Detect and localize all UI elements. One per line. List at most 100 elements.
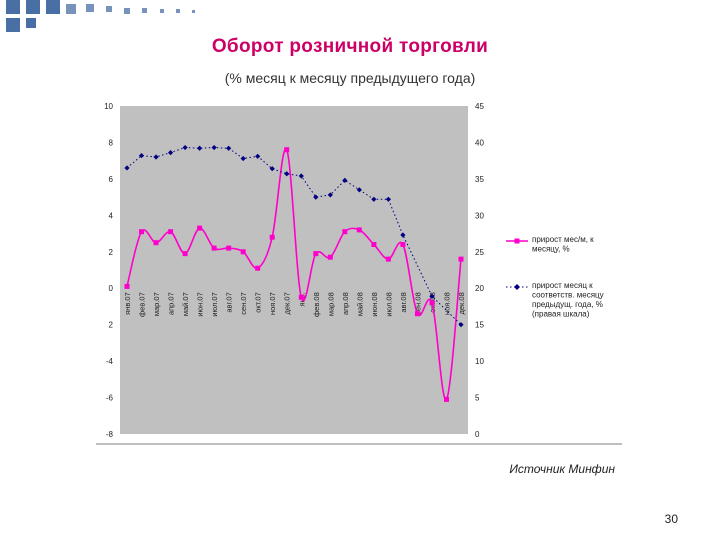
x-tick-label: июл.07: [210, 292, 219, 316]
y-right-tick-label: 0: [475, 430, 480, 439]
series-left-point: [298, 294, 304, 300]
y-right-tick-label: 25: [475, 248, 484, 257]
series-right-point: [356, 187, 362, 193]
x-tick-label: мар.07: [152, 292, 161, 316]
series-right-point: [298, 173, 304, 179]
series-right-point: [371, 196, 377, 202]
y-right-tick-label: 20: [475, 284, 484, 293]
series-left-point: [226, 245, 232, 251]
series-right-point: [138, 152, 145, 159]
series-left-point: [371, 242, 377, 247]
series-right-point: [255, 153, 261, 159]
deco-square: [26, 0, 40, 14]
decorative-squares: [6, 0, 195, 32]
deco-square: [6, 18, 20, 32]
x-tick-label: авг.08: [399, 292, 408, 312]
series-right-line: [126, 146, 462, 326]
legend-marker-left: [514, 238, 520, 244]
series-left-point: [182, 251, 188, 257]
y-left-tick-label: 6: [109, 175, 114, 184]
series-right-point: [269, 166, 275, 172]
y-left-tick-label: -6: [106, 394, 114, 403]
x-tick-label: дек.08: [457, 292, 466, 314]
deco-square: [26, 18, 36, 28]
series-left-point: [400, 242, 406, 247]
series-right-point: [240, 155, 246, 162]
slide-subtitle: (% месяц к месяцу предыдущего года): [224, 70, 476, 86]
legend-label-left: прирост мес/м, к месяцу, %: [532, 235, 594, 254]
slide-title: Оборот розничной торговли: [211, 36, 489, 57]
series-right-point: [327, 192, 333, 198]
y-right-tick-label: 35: [475, 175, 484, 184]
y-left-tick-label: -8: [106, 430, 114, 439]
plot-area: [120, 106, 468, 434]
series-right-point: [226, 145, 232, 151]
series-right-point: [167, 150, 174, 156]
series-right-point: [284, 171, 290, 177]
deco-square: [142, 8, 147, 13]
series-left-point: [168, 229, 174, 235]
x-tick-label: июн.07: [196, 292, 205, 316]
series-left-point: [356, 227, 362, 233]
series-right-point: [400, 232, 406, 238]
series-right-point: [153, 154, 159, 160]
series-left-point: [414, 311, 420, 317]
series-left-point: [385, 256, 391, 262]
series-left-point: [211, 245, 217, 251]
x-tick-label: апр.08: [341, 292, 350, 315]
y-right-tick-label: 10: [475, 357, 484, 366]
series-right-point: [385, 196, 391, 202]
series-left-point: [313, 251, 319, 257]
y-left-tick-label: 2: [109, 321, 114, 330]
deco-square: [124, 8, 130, 14]
x-tick-label: янв.07: [123, 292, 132, 315]
series-left-point: [342, 229, 348, 235]
source-note: Источник Минфин: [509, 462, 615, 476]
deco-square: [6, 0, 20, 14]
x-tick-label: май.07: [181, 292, 190, 316]
x-tick-label: ноя.08: [442, 292, 451, 315]
legend: прирост мес/м, к месяцу, % прирост месяц …: [506, 235, 604, 319]
series-left-point: [255, 265, 261, 271]
deco-square: [176, 9, 180, 13]
deco-square: [192, 10, 195, 13]
y-left-tick-label: 0: [109, 284, 114, 293]
series-left-point: [458, 256, 464, 262]
series-left-point: [139, 229, 144, 235]
series-right-point: [211, 144, 217, 151]
page-number: 30: [664, 512, 678, 526]
series-right-point: [342, 177, 348, 183]
series-left-point: [269, 234, 275, 240]
legend-label-right: прирост месяц к соответств. месяцу предыду…: [532, 281, 604, 319]
x-tick-label: апр.07: [167, 292, 176, 315]
series-left-point: [284, 147, 290, 153]
y-right-tick-label: 15: [475, 321, 484, 330]
y-right-tick-label: 30: [475, 211, 484, 220]
y-right-tick-label: 40: [475, 138, 484, 147]
x-tick-label: дек.07: [283, 292, 292, 314]
series-right-point: [197, 145, 203, 151]
series-right-point: [429, 293, 435, 299]
series-left-point: [153, 240, 159, 246]
x-tick-label: июн.08: [370, 292, 379, 316]
series-right-point: [124, 165, 130, 171]
y-left-tick-label: 10: [104, 102, 113, 111]
series-left-point: [197, 225, 203, 231]
x-tick-label: июл.08: [384, 292, 393, 316]
x-tick-label: авг.07: [225, 292, 234, 312]
deco-square: [66, 4, 76, 14]
y-right-tick-label: 5: [475, 394, 480, 403]
x-tick-label: сен.08: [413, 292, 422, 315]
legend-marker-right: [514, 284, 520, 290]
deco-square: [106, 6, 112, 12]
x-tick-label: фев.07: [138, 292, 147, 317]
y-left-tick-label: 4: [109, 211, 114, 220]
y-right-tick-label: 45: [475, 102, 484, 111]
x-tick-label: мар.08: [326, 292, 335, 316]
series-left-point: [444, 396, 449, 402]
series-right-point: [458, 322, 464, 328]
series-right-point: [313, 194, 319, 200]
series-left-point: [240, 249, 246, 255]
deco-square: [86, 4, 94, 12]
series-left-point: [124, 283, 130, 289]
